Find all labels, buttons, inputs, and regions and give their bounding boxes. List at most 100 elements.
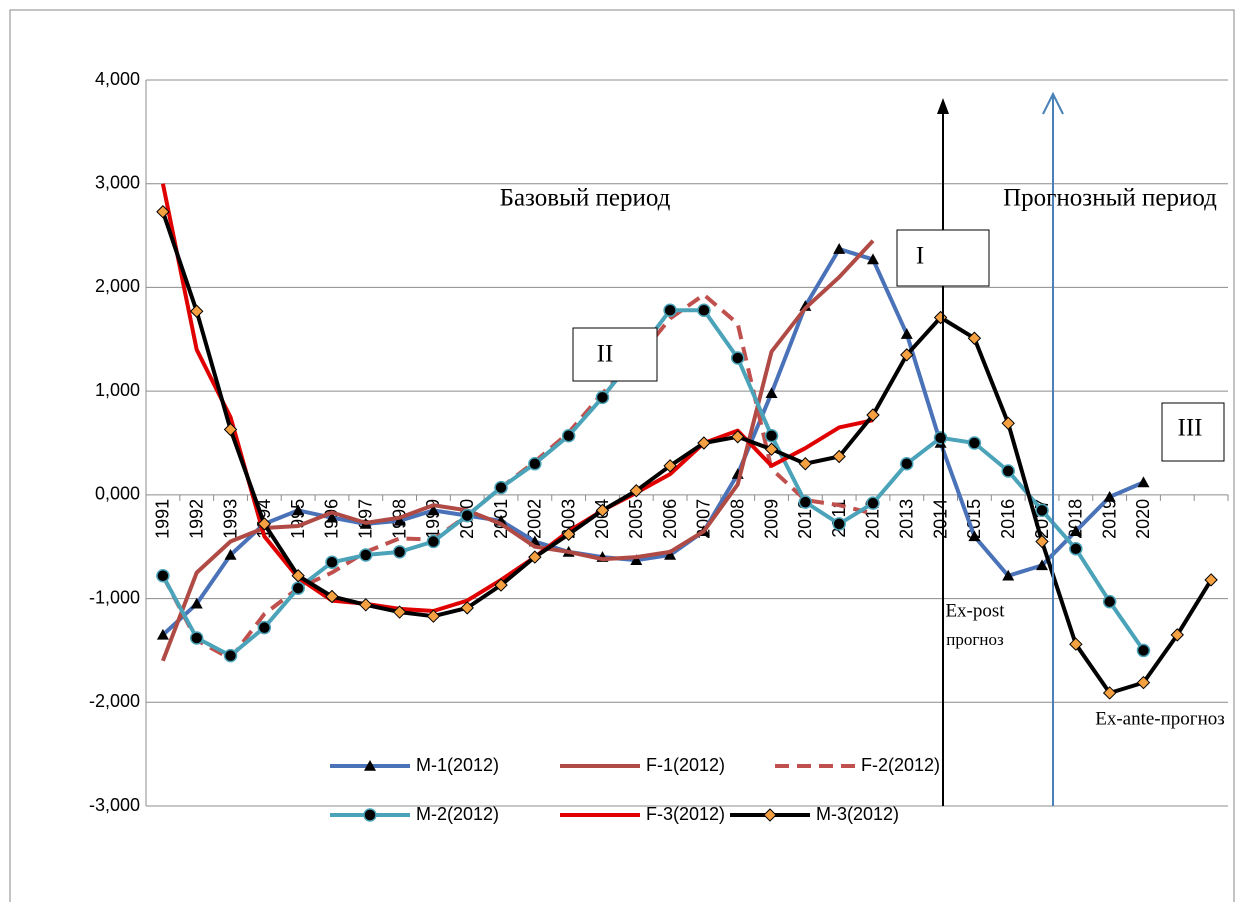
annotation: II xyxy=(597,341,614,368)
marker xyxy=(292,504,305,516)
marker xyxy=(392,545,407,559)
marker xyxy=(1136,643,1151,658)
x-tick-label: 2012 xyxy=(863,499,883,539)
marker xyxy=(561,527,576,541)
marker xyxy=(1103,490,1116,502)
marker xyxy=(257,517,272,531)
marker xyxy=(359,598,373,612)
legend-label: F-3(2012) xyxy=(646,804,725,824)
label-box xyxy=(1161,402,1225,462)
marker xyxy=(363,808,377,822)
frame xyxy=(9,9,1235,902)
marker xyxy=(1069,525,1082,536)
label-box xyxy=(572,327,658,382)
marker xyxy=(833,243,846,254)
marker xyxy=(900,348,914,362)
label-box xyxy=(896,229,990,287)
x-tick-label: 1993 xyxy=(220,499,240,539)
marker xyxy=(156,569,170,583)
annotation: I xyxy=(916,243,924,270)
marker xyxy=(798,495,813,509)
marker xyxy=(224,549,237,560)
marker xyxy=(291,569,305,583)
marker xyxy=(900,328,913,339)
marker xyxy=(697,303,711,317)
marker xyxy=(1001,416,1015,431)
x-tick-label: 2009 xyxy=(761,499,781,539)
marker xyxy=(832,517,846,531)
x-tick-label: 1995 xyxy=(288,499,308,539)
annotation: Прогнозный период xyxy=(1003,185,1217,212)
legend-label: F-2(2012) xyxy=(861,755,940,775)
annotation: Базовый период xyxy=(500,185,671,212)
x-tick-label: 2013 xyxy=(897,499,917,539)
legend-label: M-1(2012) xyxy=(416,755,499,775)
marker xyxy=(967,331,982,345)
marker xyxy=(967,436,982,450)
marker xyxy=(764,442,779,456)
annotation: III xyxy=(1178,415,1203,442)
marker xyxy=(1035,534,1049,549)
marker xyxy=(427,504,440,516)
marker xyxy=(223,648,238,663)
marker xyxy=(325,555,339,570)
marker xyxy=(359,548,373,562)
y-tick-label: -1,000 xyxy=(89,587,140,607)
marker xyxy=(595,390,610,405)
x-tick-label: 1991 xyxy=(153,499,173,539)
legend: M-1(2012) F-1(2012) F-2(2012) M-2(2012) F-3(… xyxy=(330,755,940,824)
legend-label: M-2(2012) xyxy=(416,804,499,824)
marker xyxy=(866,253,879,265)
series-line xyxy=(161,211,1213,695)
marker xyxy=(1170,628,1184,642)
marker xyxy=(1069,542,1083,556)
y-tick-label: 0,000 xyxy=(95,484,140,504)
legend-label: F-1(2012) xyxy=(646,755,725,775)
marker xyxy=(494,480,508,495)
x-tick-label: 2016 xyxy=(998,499,1018,539)
marker xyxy=(1036,559,1049,571)
annotation: Ex-post xyxy=(945,600,1005,621)
marker xyxy=(1069,637,1083,651)
x-tick-label: 2002 xyxy=(525,499,545,539)
marker xyxy=(1102,686,1117,700)
marker xyxy=(190,304,204,318)
series-line xyxy=(161,239,875,662)
marker xyxy=(528,456,542,471)
arrow-head xyxy=(1042,91,1064,115)
marker xyxy=(731,430,745,444)
x-tick-label: 2010 xyxy=(795,499,815,539)
marker xyxy=(764,428,779,443)
marker xyxy=(460,508,474,523)
marker xyxy=(190,597,203,609)
marker xyxy=(968,530,981,542)
y-tick-label: -2,000 xyxy=(89,691,140,711)
y-tick-label: 4,000 xyxy=(95,69,140,89)
marker xyxy=(663,459,677,473)
marker xyxy=(629,484,643,498)
marker xyxy=(494,578,508,592)
marker xyxy=(325,511,338,523)
marker xyxy=(156,628,169,640)
marker xyxy=(595,503,610,518)
x-tick-label: 2007 xyxy=(694,499,714,539)
arrow-head xyxy=(937,98,949,114)
marker xyxy=(223,422,238,437)
y-tick-label: 3,000 xyxy=(95,172,140,192)
marker xyxy=(664,549,677,560)
marker xyxy=(1204,573,1218,587)
marker xyxy=(1001,464,1015,478)
x-tick-label: 1992 xyxy=(186,499,206,539)
marker xyxy=(1137,476,1150,488)
marker xyxy=(528,550,542,564)
marker xyxy=(325,589,339,604)
marker xyxy=(426,534,441,549)
x-tick-label: 2020 xyxy=(1133,499,1153,539)
x-tick-label: 2019 xyxy=(1099,499,1119,539)
marker xyxy=(630,554,643,565)
marker xyxy=(1102,594,1117,609)
marker xyxy=(189,631,204,645)
y-tick-label: -3,000 xyxy=(89,795,140,815)
marker xyxy=(156,205,170,219)
